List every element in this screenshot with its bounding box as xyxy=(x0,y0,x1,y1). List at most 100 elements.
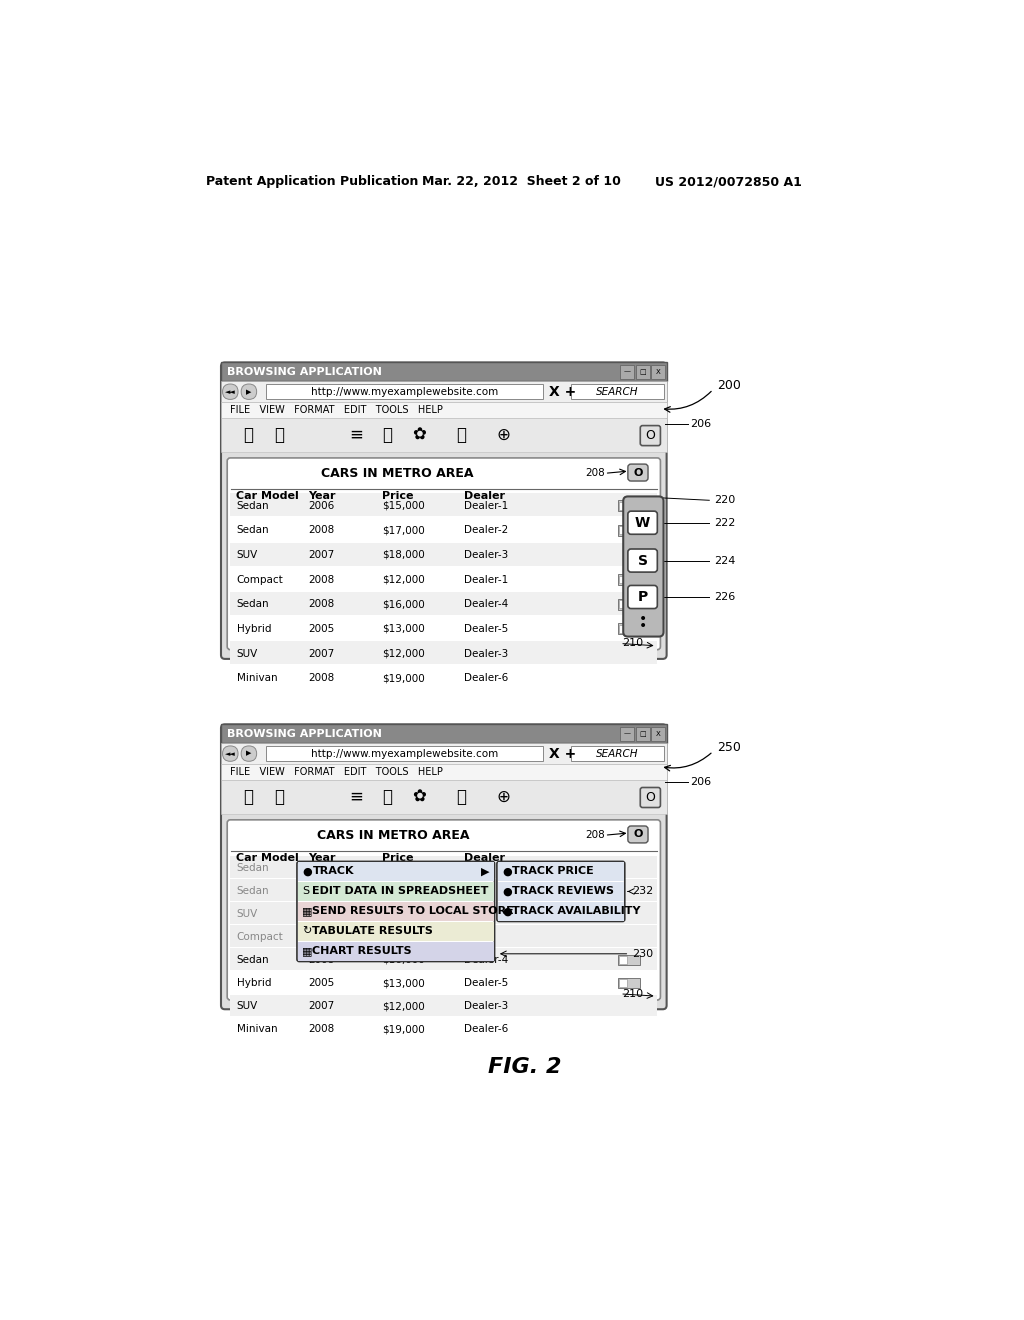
Bar xyxy=(620,527,627,535)
Text: •: • xyxy=(639,619,647,634)
Text: 🐦: 🐦 xyxy=(383,788,392,805)
Text: Compact: Compact xyxy=(237,932,284,942)
Bar xyxy=(298,923,494,941)
Bar xyxy=(620,576,627,583)
FancyBboxPatch shape xyxy=(624,496,664,636)
Text: ✿: ✿ xyxy=(412,788,426,805)
Text: Minivan: Minivan xyxy=(237,1024,278,1035)
Bar xyxy=(230,494,657,516)
Bar xyxy=(230,642,657,664)
Text: □: □ xyxy=(639,368,646,375)
Text: SUV: SUV xyxy=(237,908,258,919)
FancyBboxPatch shape xyxy=(222,746,238,762)
Text: CHART RESULTS: CHART RESULTS xyxy=(312,946,412,957)
Text: Car Model: Car Model xyxy=(237,491,299,502)
FancyBboxPatch shape xyxy=(241,746,257,762)
Bar xyxy=(230,903,657,924)
Text: 200: 200 xyxy=(717,379,741,392)
Bar xyxy=(621,726,634,741)
Text: Hybrid: Hybrid xyxy=(237,978,271,989)
Text: SEARCH: SEARCH xyxy=(596,748,638,759)
Text: ⊕: ⊕ xyxy=(497,426,511,444)
Bar xyxy=(221,764,667,780)
Bar xyxy=(498,882,624,900)
Bar xyxy=(230,948,657,970)
Text: 206: 206 xyxy=(690,777,711,787)
Text: Mar. 22, 2012  Sheet 2 of 10: Mar. 22, 2012 Sheet 2 of 10 xyxy=(423,176,622,187)
Bar xyxy=(230,857,657,878)
Bar xyxy=(266,746,543,762)
Text: ●: ● xyxy=(503,887,512,896)
Text: P: P xyxy=(638,590,648,605)
Text: $13,000: $13,000 xyxy=(382,624,425,634)
Text: O: O xyxy=(633,467,643,478)
Bar xyxy=(620,601,627,609)
Text: Dealer-4: Dealer-4 xyxy=(464,954,508,965)
FancyBboxPatch shape xyxy=(628,465,648,480)
Text: $19,000: $19,000 xyxy=(382,673,425,684)
Text: Compact: Compact xyxy=(237,574,284,585)
FancyBboxPatch shape xyxy=(227,458,660,649)
Bar xyxy=(620,956,627,964)
Bar xyxy=(617,500,640,511)
Text: ⌽: ⌽ xyxy=(457,426,466,444)
Text: 208: 208 xyxy=(586,830,605,841)
Text: 2008: 2008 xyxy=(308,574,335,585)
Text: —: — xyxy=(624,730,631,737)
Bar xyxy=(570,746,664,762)
Text: $18,000: $18,000 xyxy=(382,550,425,560)
Bar xyxy=(298,882,494,900)
Text: Dealer-6: Dealer-6 xyxy=(464,1024,508,1035)
Text: Sedan: Sedan xyxy=(237,862,269,873)
Text: Car Model: Car Model xyxy=(237,853,299,863)
Text: O: O xyxy=(645,429,655,442)
Bar xyxy=(636,364,649,379)
Text: 2007: 2007 xyxy=(308,648,335,659)
Text: $17,000: $17,000 xyxy=(382,525,425,536)
Text: SEND RESULTS TO LOCAL STORE: SEND RESULTS TO LOCAL STORE xyxy=(312,907,514,916)
Text: ▶: ▶ xyxy=(481,866,489,876)
Bar xyxy=(617,978,640,989)
Bar xyxy=(230,591,657,615)
Bar xyxy=(636,726,649,741)
Text: 2007: 2007 xyxy=(308,550,335,560)
Bar xyxy=(221,403,667,418)
Text: Dealer-5: Dealer-5 xyxy=(464,978,508,989)
Text: X +: X + xyxy=(549,384,577,399)
Text: Minivan: Minivan xyxy=(237,673,278,684)
Text: BROWSING APPLICATION: BROWSING APPLICATION xyxy=(227,729,382,739)
Text: 232: 232 xyxy=(633,887,653,896)
Text: 2008: 2008 xyxy=(308,525,335,536)
Text: http://www.myexamplewebsite.com: http://www.myexamplewebsite.com xyxy=(310,748,498,759)
Bar xyxy=(221,363,667,381)
Text: 210: 210 xyxy=(622,639,643,648)
Bar xyxy=(617,525,640,536)
Text: □: □ xyxy=(639,730,646,737)
Text: 🗋: 🗋 xyxy=(243,788,253,805)
Text: Dealer: Dealer xyxy=(464,491,505,502)
Bar xyxy=(570,384,664,400)
Bar xyxy=(221,418,667,451)
Text: ▦: ▦ xyxy=(302,946,313,957)
FancyBboxPatch shape xyxy=(221,363,667,659)
Bar xyxy=(617,623,640,635)
Text: Dealer-1: Dealer-1 xyxy=(464,500,508,511)
Bar xyxy=(230,925,657,946)
Text: Year: Year xyxy=(308,853,336,863)
Text: http://www.myexamplewebsite.com: http://www.myexamplewebsite.com xyxy=(310,387,498,397)
Text: $13,000: $13,000 xyxy=(382,978,425,989)
Text: ⌽: ⌽ xyxy=(457,788,466,805)
Bar xyxy=(617,574,640,585)
Text: 🐦: 🐦 xyxy=(383,426,392,444)
Bar xyxy=(221,381,667,403)
Text: TRACK: TRACK xyxy=(312,866,354,876)
FancyBboxPatch shape xyxy=(628,549,657,572)
Text: 2007: 2007 xyxy=(308,1001,335,1011)
Text: 🗀: 🗀 xyxy=(274,426,284,444)
Text: Price: Price xyxy=(382,491,414,502)
Bar xyxy=(651,726,665,741)
Bar xyxy=(651,364,665,379)
Text: Sedan: Sedan xyxy=(237,954,269,965)
FancyBboxPatch shape xyxy=(497,862,625,921)
Text: 🗀: 🗀 xyxy=(274,788,284,805)
